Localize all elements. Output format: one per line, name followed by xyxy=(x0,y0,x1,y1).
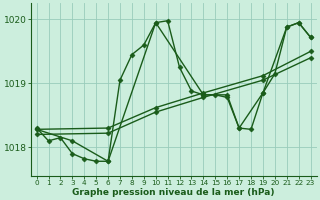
X-axis label: Graphe pression niveau de la mer (hPa): Graphe pression niveau de la mer (hPa) xyxy=(72,188,275,197)
